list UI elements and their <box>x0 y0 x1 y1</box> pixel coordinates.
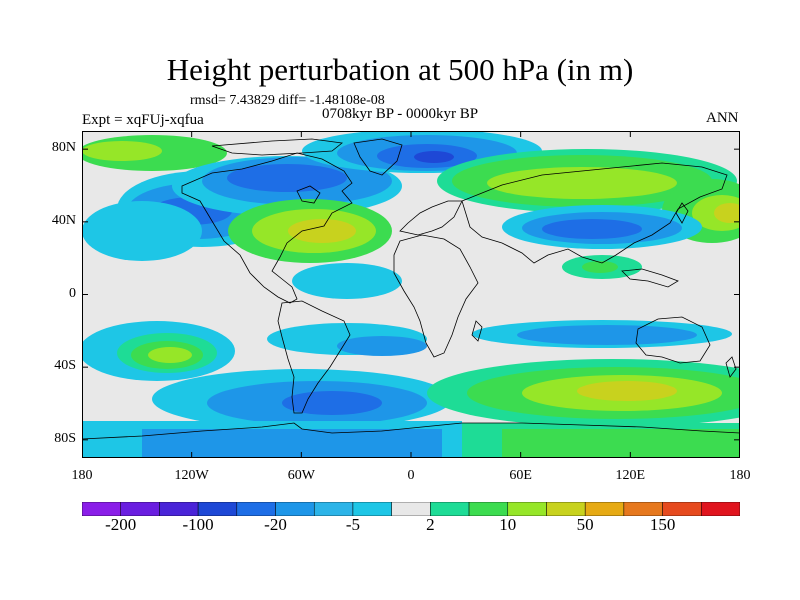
period-label: 0708kyr BP - 0000kyr BP <box>322 106 479 122</box>
colorbar-box-4 <box>236 502 276 516</box>
lat-label-80n: 80N <box>51 140 76 156</box>
lon-label-60w-2: 60W <box>287 468 315 483</box>
north-america-outline <box>181 152 353 304</box>
lon-label-180-6: 180 <box>729 468 751 483</box>
new-zealand-outline <box>725 356 737 378</box>
colorbar-box-8 <box>391 502 431 516</box>
axis-ticks <box>82 131 740 458</box>
contour-positive-south-asia-core <box>582 261 618 273</box>
contour-negative-south-atlantic-north-core <box>337 336 427 356</box>
contour-negative-atlantic-subtropic <box>292 263 402 299</box>
colorbar-box-11 <box>507 502 547 516</box>
lat-label-0: 0 <box>69 285 76 301</box>
lon-label-180-0: 180 <box>71 468 93 483</box>
colorbar-box-0 <box>82 502 121 516</box>
greenland-outline <box>353 138 403 176</box>
contour-negative-asia-jet-core <box>542 219 642 239</box>
contour-positive-eurasia-core <box>487 167 677 199</box>
hudson-bay <box>296 185 321 204</box>
colorbar-box-15 <box>662 502 702 516</box>
contour-negative-antarctic-west-mid <box>142 429 442 458</box>
colorbar-box-3 <box>197 502 238 516</box>
colorbar-box-12 <box>546 502 586 516</box>
lon-label-60e-4: 60E <box>509 468 532 483</box>
antarctica-outline <box>82 422 740 440</box>
contour-positive-west-pacific-core <box>714 203 740 223</box>
contour-positive-north-atlantic-core <box>288 219 356 243</box>
experiment-label: Expt = xqFUj-xqfua <box>82 112 204 128</box>
colorbar-label-3: -5 <box>345 515 361 534</box>
lon-label-120e-5: 120E <box>615 468 646 483</box>
lat-label-40n: 40N <box>51 212 76 228</box>
colorbar-box-5 <box>275 502 315 516</box>
contour-positive-core <box>82 141 162 161</box>
contour-negative-indian-ocean-core <box>517 325 697 345</box>
contour-negative-canada-core <box>227 164 347 192</box>
contour-negative-arctic-peak <box>414 151 454 163</box>
colorbar-box-6 <box>313 502 354 516</box>
colorbar-label-1: -100 <box>182 515 214 534</box>
contour-positive-antarctic-east-mid <box>502 429 740 458</box>
lon-label-0-3: 0 <box>407 468 415 483</box>
madagascar-outline <box>471 320 483 342</box>
lon-label-120w-1: 120W <box>174 468 209 483</box>
arctic-archipelago <box>211 138 343 156</box>
season-label: ANN <box>706 110 739 126</box>
japan-outline <box>675 202 689 224</box>
lat-label-40s: 40S <box>54 358 76 374</box>
stats-line: rmsd= 7.43829 diff= -1.48108e-08 <box>190 93 385 108</box>
lat-label-80s: 80S <box>54 430 76 446</box>
australia-outline <box>635 316 711 364</box>
colorbar-label-4: 2 <box>426 515 435 534</box>
colorbar-label-7: 150 <box>649 515 676 534</box>
colorbar-label-6: 50 <box>576 515 594 534</box>
colorbar-label-0: -200 <box>105 515 137 534</box>
colorbar-box-13 <box>584 502 625 516</box>
asia-outline <box>461 162 728 264</box>
colorbar-box-9 <box>430 502 470 516</box>
contour-positive-south-pacific-core <box>148 347 192 363</box>
colorbar-box-10 <box>468 502 509 516</box>
colorbar-box-14 <box>623 502 663 516</box>
colorbar <box>82 502 740 516</box>
maritime-asia-outline <box>621 268 679 288</box>
contour-negative-south-atlantic-core <box>282 391 382 415</box>
colorbar-label-2: -20 <box>264 515 287 534</box>
colorbar-box-1 <box>120 502 160 516</box>
colorbar-box-7 <box>352 502 392 516</box>
colorbar-box-16 <box>701 502 740 516</box>
contour-negative-east-pacific <box>82 201 202 261</box>
plot-title: Height perturbation at 500 hPa (in m) <box>166 52 634 87</box>
south-america-outline <box>277 300 351 414</box>
colorbar-box-2 <box>159 502 199 516</box>
africa-outline <box>393 234 479 358</box>
height-perturbation-map <box>82 131 740 458</box>
colorbar-label-5: 10 <box>499 515 517 534</box>
contour-positive-southern-ocean-peak <box>577 381 677 401</box>
coastlines <box>82 138 740 440</box>
